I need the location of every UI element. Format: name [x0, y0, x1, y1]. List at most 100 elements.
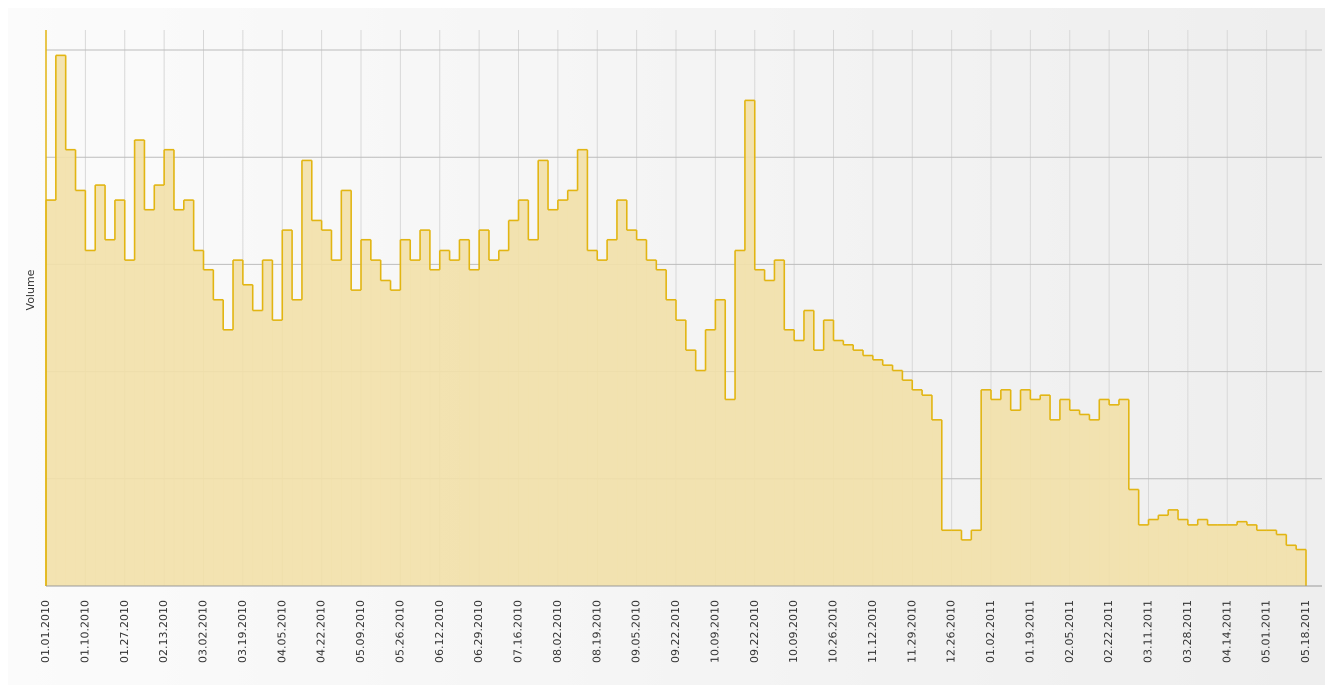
area-step [518, 200, 529, 586]
area-step [1138, 524, 1149, 586]
area-step [420, 230, 431, 586]
area-step [735, 250, 746, 587]
area-step [1296, 549, 1307, 586]
area-step [223, 329, 234, 586]
x-tick-label: 01.10.2010 [78, 600, 91, 663]
area-step [1118, 399, 1130, 586]
area-step [459, 239, 470, 586]
x-tick-label: 03.11.2011 [1142, 600, 1155, 663]
x-tick-label: 02.05.2011 [1063, 600, 1076, 663]
x-tick-label: 11.12.2010 [866, 600, 879, 663]
area-step [1079, 414, 1090, 586]
area-step [872, 359, 884, 586]
area-step [1276, 534, 1287, 586]
area-step [931, 419, 943, 586]
area-step [853, 350, 864, 586]
area-step [1237, 521, 1248, 586]
area-step [1069, 410, 1080, 586]
area-step [1187, 524, 1199, 586]
area-step [597, 260, 608, 586]
area-step [272, 320, 283, 586]
area-step [164, 149, 175, 587]
area-step [55, 55, 66, 587]
x-tick-label: 05.01.2011 [1260, 600, 1273, 663]
area-step [1128, 489, 1139, 586]
x-tick-label: 08.19.2010 [590, 600, 603, 663]
x-tick-label: 02.22.2011 [1102, 600, 1115, 663]
area-step [774, 260, 785, 586]
area-step [203, 269, 214, 586]
area-step [85, 250, 96, 587]
area-step [823, 320, 834, 586]
area-step [794, 340, 805, 586]
area-step [922, 395, 933, 586]
area-step [105, 239, 116, 586]
x-tick-label: 04.14.2011 [1220, 600, 1233, 663]
area-step [754, 269, 765, 586]
area-step [912, 389, 923, 586]
x-tick-label: 10.09.2010 [708, 600, 721, 663]
area-step [567, 190, 578, 586]
area-step [1089, 419, 1100, 586]
area-step [1266, 530, 1277, 586]
x-tick-label: 06.12.2010 [433, 600, 446, 663]
area-step [361, 239, 372, 586]
x-tick-label: 12.26.2010 [945, 600, 958, 663]
x-tick-label: 10.09.2010 [787, 600, 800, 663]
x-tick-label: 07.16.2010 [512, 600, 525, 663]
area-step [685, 350, 696, 586]
area-step [439, 250, 450, 587]
area-step [833, 340, 844, 586]
area-step [656, 269, 667, 586]
area-step [1099, 399, 1110, 586]
area-step [321, 230, 332, 586]
x-tick-label: 09.05.2010 [630, 600, 643, 663]
area-step [616, 200, 628, 586]
area-step [114, 200, 126, 586]
area-step [991, 399, 1002, 586]
area-step [508, 220, 519, 586]
area-step [1246, 524, 1258, 586]
x-tick-label: 05.26.2010 [393, 600, 406, 663]
x-tick-label: 03.19.2010 [236, 600, 249, 663]
area-step [715, 299, 726, 586]
area-step [1030, 399, 1041, 586]
area-step [951, 530, 962, 586]
area-step [764, 280, 775, 586]
area-step [705, 329, 716, 586]
area-step [1217, 524, 1228, 586]
area-step [380, 280, 391, 586]
area-step [233, 260, 244, 586]
area-step [370, 260, 381, 586]
x-tick-label: 01.19.2011 [1023, 600, 1036, 663]
x-tick-label: 05.09.2010 [354, 600, 367, 663]
area-step [666, 299, 677, 586]
area-step [1000, 389, 1011, 586]
area-step [981, 389, 992, 586]
area-step [124, 260, 135, 586]
area-step [134, 140, 145, 586]
area-step [390, 290, 401, 586]
area-step [282, 230, 293, 586]
area-step [252, 310, 263, 586]
x-tick-label: 09.22.2010 [748, 600, 761, 663]
area-step [213, 299, 224, 586]
area-step [488, 260, 500, 586]
x-tick-label: 06.29.2010 [472, 600, 485, 663]
area-step [154, 185, 165, 586]
area-step [695, 370, 706, 586]
area-step [557, 200, 569, 586]
area-step [341, 190, 352, 586]
area-step [1178, 519, 1189, 586]
x-tick-label: 11.29.2010 [905, 600, 918, 663]
area-step [498, 250, 509, 587]
x-tick-label: 03.02.2010 [197, 600, 210, 663]
step-connector [45, 55, 1307, 586]
area-step [607, 239, 618, 586]
area-step [1020, 389, 1031, 586]
area-step [429, 269, 441, 586]
x-tick-label: 01.02.2011 [984, 600, 997, 663]
area-step [449, 260, 460, 586]
x-tick-label: 01.01.2010 [39, 600, 52, 663]
